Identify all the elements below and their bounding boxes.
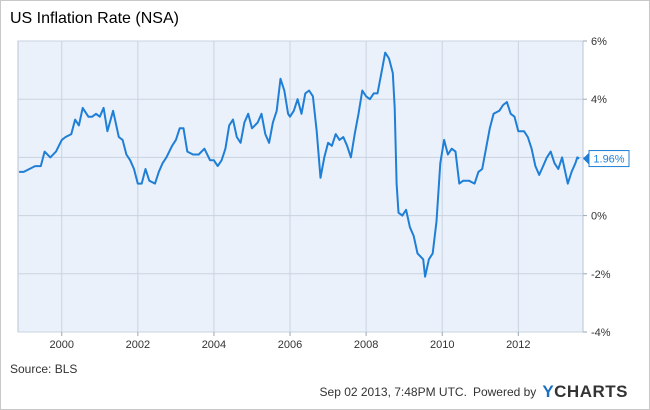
x-tick-label: 2006: [278, 339, 302, 351]
callout-pointer: [583, 152, 589, 165]
x-tick-label: 2004: [202, 339, 226, 351]
y-tick-label: -4%: [591, 327, 611, 339]
ycharts-logo-y: Y: [542, 382, 555, 401]
grid-lines: [18, 40, 583, 333]
x-tick-label: 2000: [50, 339, 74, 351]
source-note: Source: BLS: [10, 362, 78, 376]
y-axis: -4%-2%0%2%4%6%: [583, 36, 611, 339]
y-tick-label: 4%: [591, 94, 607, 106]
chart-title: US Inflation Rate (NSA): [10, 10, 179, 27]
x-axis: 2000 2002 2004 2006 2008 2010 2012: [50, 332, 531, 351]
plot-area: [17, 40, 584, 333]
ycharts-logo-text: CHARTS: [554, 382, 628, 401]
x-tick-label: 2008: [354, 339, 378, 351]
y-tick-label: 6%: [591, 36, 607, 48]
last-value-callout: 1.96%: [583, 150, 630, 168]
powered-by: Powered by: [472, 385, 537, 399]
y-tick-label: 0%: [591, 211, 607, 223]
callout-box: [588, 150, 630, 168]
x-tick-label: 2012: [506, 339, 530, 351]
series-line: [19, 51, 580, 278]
y-tick-label: -2%: [591, 269, 611, 281]
last-value-label: 1.96%: [593, 154, 624, 166]
x-tick-label: 2010: [430, 339, 454, 351]
x-tick-label: 2002: [126, 339, 150, 351]
ycharts-logo[interactable]: Y CHARTS: [542, 382, 628, 402]
footer-credits: Sep 02 2013, 7:48PM UTC. Powered by Y CHA…: [320, 382, 628, 402]
timestamp: Sep 02 2013, 7:48PM UTC.: [319, 385, 467, 399]
